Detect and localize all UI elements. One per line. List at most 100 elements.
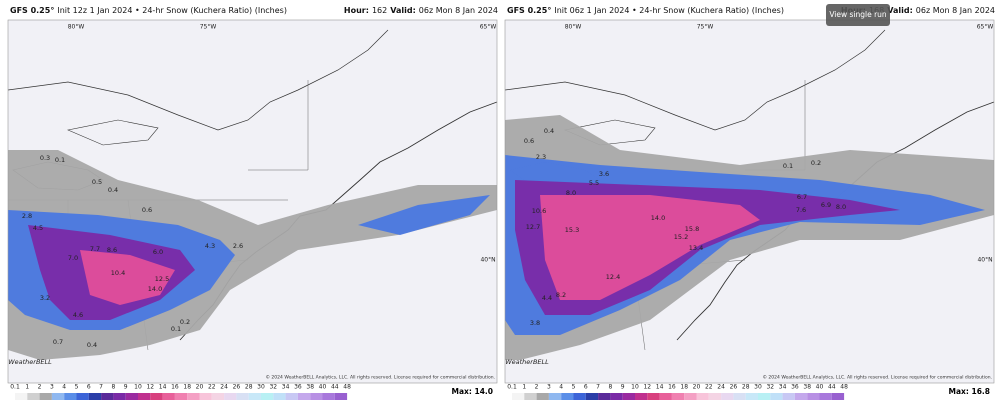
legend-swatch [138, 393, 151, 400]
button-label[interactable]: View single run [829, 10, 887, 19]
legend-tick: 32 [269, 384, 277, 391]
legend-swatch [15, 393, 28, 400]
legend-swatch [659, 393, 672, 400]
logo: WeatherBELL [8, 358, 52, 366]
spot-value: 0.6 [142, 206, 152, 214]
legend-swatch [671, 393, 685, 400]
legend-swatch [310, 393, 323, 400]
legend-tick: 24 [717, 384, 725, 391]
spot-value: 4.5 [33, 224, 43, 232]
legend-swatch [113, 393, 126, 400]
spot-value: 8.0 [836, 203, 846, 211]
map-panel: GFS 0.25° Init 12z 1 Jan 2024 • 24-hr Sno… [7, 6, 498, 400]
legend-swatch [174, 393, 188, 400]
legend-tick: 14 [159, 384, 167, 391]
legend-swatch [273, 393, 286, 400]
lat-label: 40°N [977, 257, 992, 264]
spot-value: 10.4 [111, 269, 125, 277]
legend-swatch [598, 393, 611, 400]
legend-tick: 7 [596, 384, 600, 391]
legend-swatch [610, 393, 623, 400]
legend-swatch [733, 393, 746, 400]
spot-value: 0.2 [180, 318, 190, 326]
spot-value: 12.7 [526, 223, 540, 231]
view-single-run-button[interactable]: View single run [826, 4, 890, 26]
spot-value: 12.4 [606, 273, 620, 281]
header-valid: Hour: 162 Valid: 06z Mon 8 Jan 2024 [344, 6, 498, 15]
legend-tick: 16 [171, 384, 179, 391]
credit: © 2024 WeatherBELL Analytics, LLC. All r… [266, 374, 496, 381]
legend-swatch [261, 393, 274, 400]
legend-tick: 22 [705, 384, 713, 391]
legend-swatch [794, 393, 808, 400]
legend-swatch [536, 393, 549, 400]
spot-value: 15.2 [674, 233, 688, 241]
legend-swatch [27, 393, 40, 400]
legend-swatch [573, 393, 586, 400]
legend-tick: 9 [124, 384, 128, 391]
legend-swatch [64, 393, 77, 400]
legend-tick: 7 [99, 384, 103, 391]
spot-value: 14.0 [651, 214, 665, 222]
legend-tick: 14 [656, 384, 664, 391]
legend-tick: 3 [50, 384, 54, 391]
header-title: GFS 0.25° Init 12z 1 Jan 2024 • 24-hr Sno… [10, 6, 287, 15]
map-frame [7, 19, 498, 384]
legend-tick: 16 [668, 384, 676, 391]
legend-swatch [199, 393, 212, 400]
spot-value: 13.4 [689, 244, 703, 252]
legend-swatch [285, 393, 298, 400]
legend-tick: 6 [584, 384, 588, 391]
legend-swatch [770, 393, 783, 400]
legend-tick: 38 [306, 384, 314, 391]
legend-tick: 48 [343, 384, 351, 391]
legend-tick: 12 [146, 384, 154, 391]
legend-tick: 12 [643, 384, 651, 391]
spot-value: 6.7 [797, 193, 807, 201]
legend-tick: 32 [766, 384, 774, 391]
legend-tick: 2 [38, 384, 42, 391]
spot-value: 0.4 [87, 341, 97, 349]
lon-label: 75°W [697, 24, 714, 31]
legend-tick: 10 [134, 384, 142, 391]
legend-tick: 44 [828, 384, 836, 391]
legend-tick: 4 [62, 384, 66, 391]
spot-value: 3.6 [599, 170, 609, 178]
legend-swatch [721, 393, 734, 400]
legend-tick: 30 [754, 384, 762, 391]
spot-value: 8.0 [566, 189, 576, 197]
spot-value: 8.6 [107, 246, 117, 254]
legend-swatch [236, 393, 249, 400]
legend-swatch [561, 393, 574, 400]
spot-value: 12.5 [155, 275, 169, 283]
legend-tick: 24 [220, 384, 228, 391]
legend-swatch [125, 393, 138, 400]
spot-value: 0.2 [811, 159, 821, 167]
legend-swatch [782, 393, 795, 400]
legend-tick: 34 [282, 384, 290, 391]
legend-tick: 28 [742, 384, 750, 391]
spot-value: 0.4 [108, 186, 118, 194]
legend-tick: 9 [621, 384, 625, 391]
spot-value: 15.3 [565, 226, 579, 234]
legend-tick: 38 [803, 384, 811, 391]
snow-contour [80, 250, 175, 305]
legend-swatch [512, 393, 525, 400]
spot-value: 0.1 [171, 325, 181, 333]
legend-tick: 0.1 [507, 384, 517, 391]
legend-tick: 36 [294, 384, 302, 391]
legend-tick: 6 [87, 384, 91, 391]
legend-swatch [101, 393, 114, 400]
legend-tick: 5 [75, 384, 79, 391]
spot-value: 2.8 [22, 212, 32, 220]
legend-swatch [647, 393, 660, 400]
legend-tick: 18 [183, 384, 191, 391]
legend-tick: 40 [816, 384, 824, 391]
legend-swatch [51, 393, 65, 400]
legend-tick: 20 [693, 384, 701, 391]
legend-swatch [831, 393, 845, 400]
legend-tick: 1 [25, 384, 29, 391]
legend-swatch [622, 393, 635, 400]
lon-label: 80°W [68, 24, 85, 31]
